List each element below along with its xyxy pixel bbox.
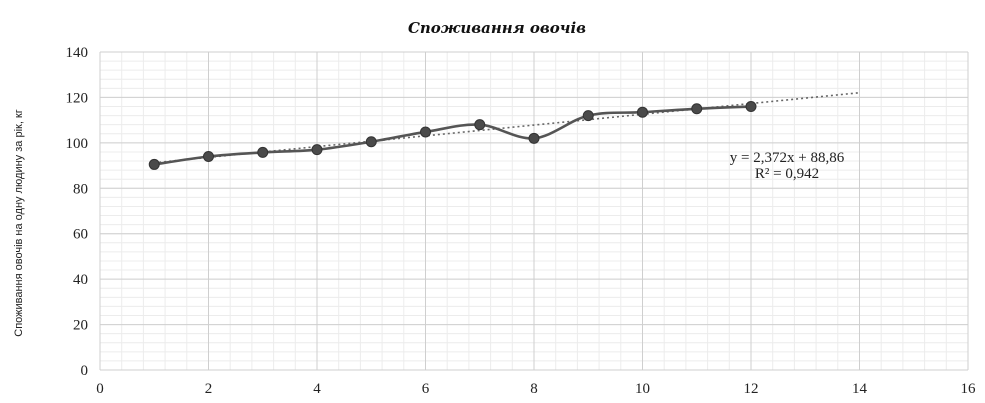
x-axis-ticks: 0 2 4 6 8 10 12 14 16 [96,381,976,397]
x-tick-label: 4 [313,381,321,397]
data-point [582,110,594,122]
x-tick-label: 16 [961,381,977,397]
data-point [311,144,323,156]
y-tick-label: 140 [66,45,89,61]
data-point [691,103,703,115]
data-point [745,101,757,113]
data-point [474,119,486,131]
y-tick-label: 100 [66,136,89,152]
data-point [365,136,377,148]
major-gridlines [99,51,969,371]
y-tick-label: 120 [66,90,89,106]
data-point [420,126,431,138]
y-tick-label: 40 [73,272,88,288]
trendline [154,91,860,164]
x-tick-label: 12 [744,381,759,397]
data-point [528,132,540,144]
data-point [148,158,160,170]
data-point [257,146,269,158]
x-tick-label: 6 [422,381,430,397]
y-axis-label: Споживання овочів на одну людину за рік,… [13,109,25,337]
data-point [637,106,648,118]
y-tick-label: 0 [81,363,89,379]
y-tick-label: 60 [73,227,88,243]
y-tick-label: 80 [73,181,88,197]
data-point [203,150,214,162]
x-tick-label: 14 [852,381,868,397]
x-tick-label: 2 [205,381,213,397]
trendline-equation: y = 2,372x + 88,86 [730,150,845,166]
y-axis-ticks: 0 20 40 60 80 100 120 140 [66,45,89,379]
x-tick-label: 8 [530,381,538,397]
y-tick-label: 20 [73,318,88,334]
x-tick-label: 10 [635,381,650,397]
x-tick-label: 0 [96,381,104,397]
r-squared-label: R² = 0,942 [755,166,819,182]
chart-title: Споживання овочів [408,19,586,37]
data-points [148,101,757,170]
